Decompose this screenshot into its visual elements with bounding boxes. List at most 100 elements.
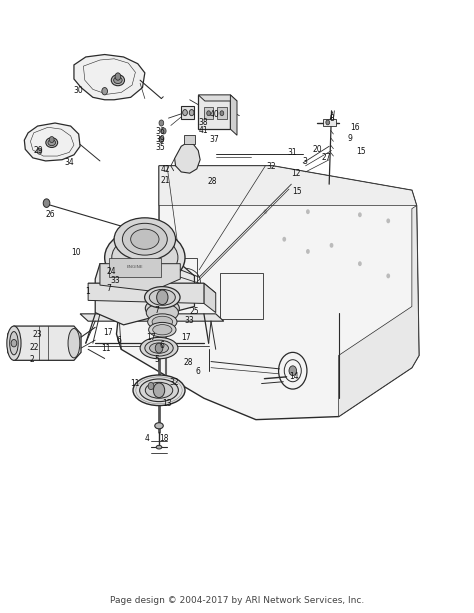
Circle shape bbox=[49, 137, 54, 143]
Text: 17: 17 bbox=[146, 333, 156, 341]
Polygon shape bbox=[174, 143, 200, 173]
Ellipse shape bbox=[48, 140, 55, 146]
Text: 22: 22 bbox=[30, 343, 39, 352]
Circle shape bbox=[329, 243, 333, 248]
Bar bbox=[109, 257, 161, 277]
Text: 26: 26 bbox=[46, 210, 55, 219]
Text: 27: 27 bbox=[322, 153, 332, 162]
Text: 34: 34 bbox=[64, 158, 74, 167]
Text: 42: 42 bbox=[160, 165, 170, 174]
Text: 15: 15 bbox=[292, 187, 302, 196]
Text: 6: 6 bbox=[196, 367, 201, 376]
Circle shape bbox=[358, 212, 362, 217]
Text: 17: 17 bbox=[104, 328, 113, 337]
Bar bbox=[181, 106, 194, 120]
Polygon shape bbox=[74, 55, 145, 100]
Ellipse shape bbox=[68, 329, 80, 358]
Text: 36: 36 bbox=[155, 127, 165, 136]
Ellipse shape bbox=[112, 235, 178, 281]
Circle shape bbox=[386, 218, 390, 223]
Circle shape bbox=[220, 111, 224, 116]
Text: ARI: ARI bbox=[151, 258, 342, 355]
Ellipse shape bbox=[146, 383, 173, 398]
Text: 8: 8 bbox=[329, 113, 334, 123]
Text: 7: 7 bbox=[154, 306, 159, 314]
Text: 40: 40 bbox=[210, 110, 219, 119]
Text: 13: 13 bbox=[162, 398, 172, 408]
Bar bbox=[198, 95, 230, 129]
Ellipse shape bbox=[155, 423, 163, 429]
Text: 28: 28 bbox=[183, 357, 192, 367]
Circle shape bbox=[148, 383, 154, 390]
Circle shape bbox=[161, 128, 166, 134]
Polygon shape bbox=[8, 326, 81, 360]
Text: 15: 15 bbox=[356, 147, 365, 156]
Circle shape bbox=[326, 120, 329, 125]
Ellipse shape bbox=[146, 303, 178, 322]
Ellipse shape bbox=[149, 289, 175, 305]
Ellipse shape bbox=[140, 379, 178, 402]
Ellipse shape bbox=[46, 138, 58, 148]
Polygon shape bbox=[230, 95, 237, 135]
Ellipse shape bbox=[131, 229, 159, 249]
Text: 7: 7 bbox=[106, 284, 111, 292]
Text: 14: 14 bbox=[289, 372, 299, 381]
Text: 32: 32 bbox=[266, 162, 276, 171]
Circle shape bbox=[37, 148, 42, 154]
Polygon shape bbox=[100, 264, 180, 291]
Circle shape bbox=[156, 290, 168, 305]
Polygon shape bbox=[198, 95, 237, 101]
Ellipse shape bbox=[145, 287, 180, 308]
Ellipse shape bbox=[114, 77, 122, 83]
Text: 11: 11 bbox=[101, 344, 110, 352]
Text: 6: 6 bbox=[117, 337, 121, 345]
Text: 35: 35 bbox=[155, 143, 165, 152]
Ellipse shape bbox=[182, 110, 187, 116]
Text: 6: 6 bbox=[160, 341, 165, 350]
Ellipse shape bbox=[133, 375, 185, 406]
Text: 25: 25 bbox=[190, 307, 199, 316]
Text: 1: 1 bbox=[85, 287, 90, 296]
Bar bbox=[204, 107, 213, 120]
Text: 38: 38 bbox=[198, 118, 208, 127]
Polygon shape bbox=[159, 166, 417, 205]
Text: 2: 2 bbox=[29, 354, 34, 364]
Text: 24: 24 bbox=[107, 267, 117, 276]
Polygon shape bbox=[338, 205, 419, 417]
Ellipse shape bbox=[145, 340, 173, 356]
Polygon shape bbox=[204, 283, 216, 313]
Polygon shape bbox=[117, 166, 419, 420]
Polygon shape bbox=[88, 283, 204, 303]
Circle shape bbox=[155, 343, 163, 353]
Circle shape bbox=[159, 137, 164, 143]
Ellipse shape bbox=[122, 223, 167, 255]
Ellipse shape bbox=[105, 229, 185, 287]
Text: 11: 11 bbox=[130, 379, 140, 388]
Text: 3: 3 bbox=[302, 157, 308, 166]
Text: 37: 37 bbox=[210, 135, 219, 144]
Text: ENGINE: ENGINE bbox=[127, 265, 144, 269]
Polygon shape bbox=[95, 264, 194, 325]
Circle shape bbox=[102, 88, 108, 95]
Circle shape bbox=[115, 73, 121, 80]
Ellipse shape bbox=[114, 218, 175, 261]
Text: 20: 20 bbox=[312, 145, 322, 154]
Text: 30: 30 bbox=[74, 86, 83, 95]
Circle shape bbox=[43, 199, 50, 207]
Circle shape bbox=[154, 383, 164, 398]
Text: 9: 9 bbox=[348, 134, 353, 143]
Ellipse shape bbox=[153, 325, 172, 335]
Circle shape bbox=[306, 209, 310, 214]
Ellipse shape bbox=[156, 445, 162, 449]
Ellipse shape bbox=[111, 75, 125, 86]
Text: 4: 4 bbox=[145, 434, 150, 443]
Ellipse shape bbox=[152, 316, 173, 327]
Ellipse shape bbox=[7, 326, 21, 360]
Ellipse shape bbox=[140, 337, 178, 359]
Text: 39: 39 bbox=[155, 135, 165, 144]
Bar bbox=[323, 119, 336, 126]
Circle shape bbox=[289, 366, 297, 376]
Bar bbox=[184, 135, 195, 145]
Text: Page design © 2004-2017 by ARI Network Services, Inc.: Page design © 2004-2017 by ARI Network S… bbox=[110, 596, 364, 604]
Text: 29: 29 bbox=[34, 146, 43, 155]
